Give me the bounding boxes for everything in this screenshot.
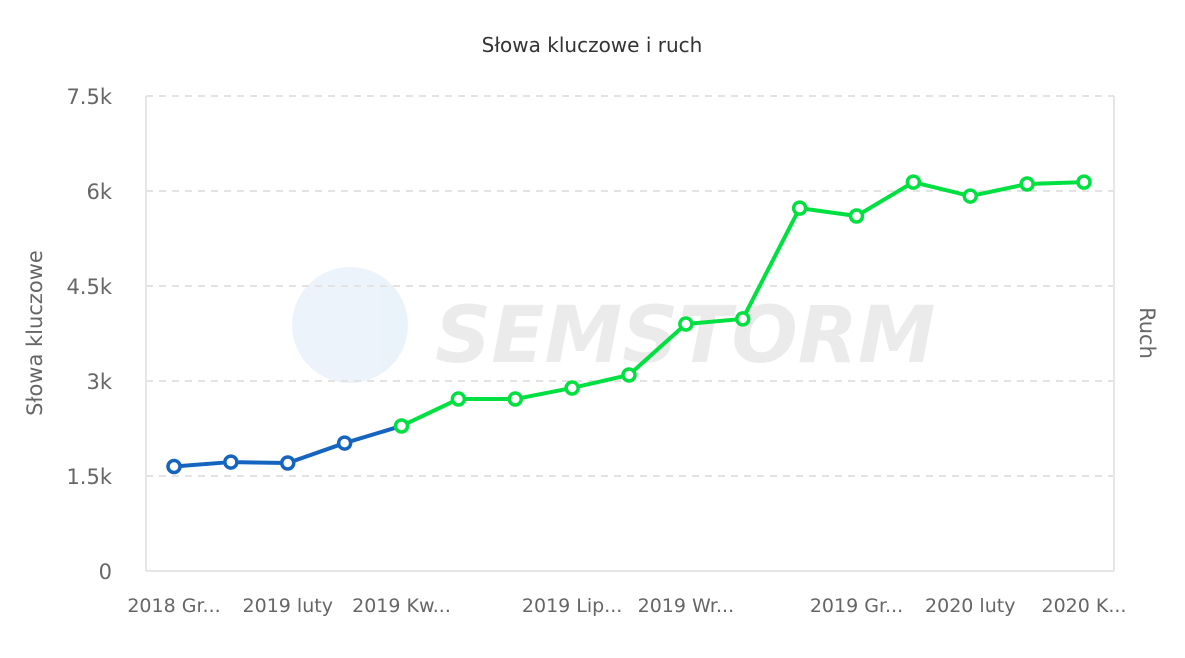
watermark: SEMSTORM bbox=[292, 267, 935, 383]
data-point bbox=[1076, 174, 1092, 190]
x-axis: 2018 Gr... 2019 luty 2019 Kw... 2019 Lip...… bbox=[127, 595, 1126, 617]
x-tick-label: 2018 Gr... bbox=[127, 595, 220, 617]
data-point bbox=[678, 316, 694, 332]
y-axis-label: Słowa kluczowe bbox=[23, 250, 47, 416]
x-tick-label: 2019 Wr... bbox=[638, 595, 735, 617]
y-tick-label: 0 bbox=[99, 560, 112, 584]
data-point bbox=[791, 200, 808, 216]
data-point bbox=[336, 435, 353, 451]
y-tick-label: 4.5k bbox=[66, 275, 112, 299]
data-point bbox=[280, 455, 296, 471]
data-point bbox=[735, 311, 751, 327]
data-point bbox=[507, 391, 523, 407]
watermark-logo-icon bbox=[292, 267, 408, 383]
data-point bbox=[166, 458, 182, 475]
data-point bbox=[450, 391, 467, 407]
y-axis-right-label: Ruch bbox=[1135, 307, 1159, 359]
data-point bbox=[564, 380, 580, 396]
x-tick-label: 2020 luty bbox=[925, 595, 1015, 617]
x-tick-label: 2019 Kw... bbox=[352, 595, 451, 617]
x-tick-label: 2020 K... bbox=[1042, 595, 1127, 617]
x-tick-label: 2019 luty bbox=[243, 595, 333, 617]
data-point bbox=[848, 208, 865, 224]
data-point bbox=[905, 174, 922, 190]
chart-title: Słowa kluczowe i ruch bbox=[482, 33, 703, 57]
watermark-text: SEMSTORM bbox=[435, 291, 935, 381]
data-point bbox=[393, 418, 410, 434]
data-point bbox=[962, 188, 978, 204]
y-tick-label: 3k bbox=[86, 370, 112, 394]
y-tick-label: 6k bbox=[86, 180, 112, 204]
series-points bbox=[166, 174, 1092, 475]
y-tick-label: 1.5k bbox=[66, 465, 112, 489]
data-point bbox=[1019, 176, 1035, 192]
x-tick-label: 2019 Lip... bbox=[522, 595, 622, 617]
data-point bbox=[223, 454, 239, 470]
y-axis: 0 1.5k 3k 4.5k 6k 7.5k bbox=[66, 85, 112, 584]
x-tick-label: 2019 Gr... bbox=[810, 595, 903, 617]
data-point bbox=[621, 367, 637, 383]
grid bbox=[145, 95, 1115, 572]
y-tick-label: 7.5k bbox=[66, 85, 112, 109]
